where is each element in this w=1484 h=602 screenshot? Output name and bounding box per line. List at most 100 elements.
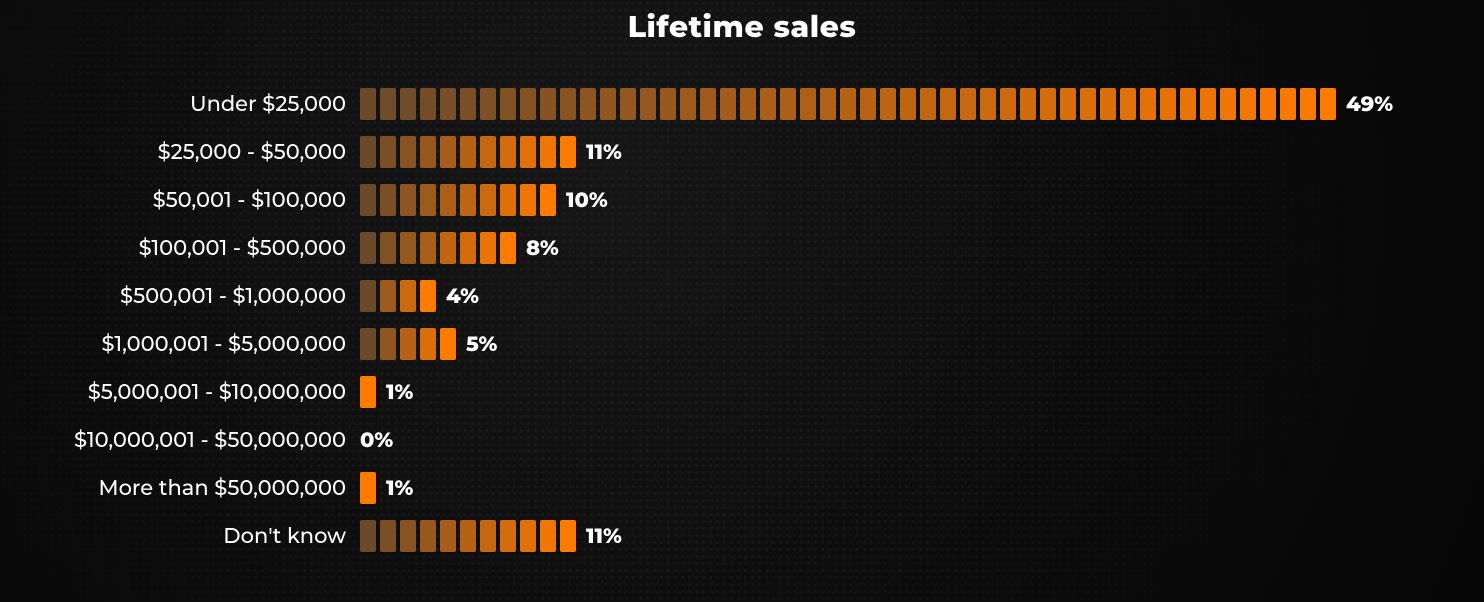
bar-segment: [920, 88, 936, 120]
bar-segment: [1220, 88, 1236, 120]
stage: Lifetime sales Under $25,000 49% $25,000 -…: [0, 0, 1484, 602]
bar-segment: [400, 520, 416, 552]
bar-segment: [840, 88, 856, 120]
bar-segment: [420, 232, 436, 264]
bar: [360, 328, 456, 360]
bar: [360, 184, 556, 216]
bar-segment: [400, 136, 416, 168]
lifetime-sales-bar-chart: Under $25,000 49% $25,000 - $50,000 11% $50,…: [0, 80, 1464, 560]
bar-segment: [360, 136, 376, 168]
bar-segment: [500, 520, 516, 552]
bar-segment: [440, 328, 456, 360]
bar-segment: [400, 328, 416, 360]
bar-segment: [760, 88, 776, 120]
bar-segment: [640, 88, 656, 120]
bar-segment: [600, 88, 616, 120]
bar-segment: [1040, 88, 1056, 120]
bar-segment: [540, 184, 556, 216]
bar-segment: [540, 88, 556, 120]
bar-segment: [560, 88, 576, 120]
bar-segment: [440, 184, 456, 216]
bar-segment: [460, 232, 476, 264]
chart-row: Under $25,000 49%: [0, 80, 1464, 128]
value-label: 11%: [586, 524, 622, 549]
chart-row: $5,000,001 - $10,000,0001%: [0, 368, 1464, 416]
bar-segment: [1200, 88, 1216, 120]
bar-segment: [500, 88, 516, 120]
bar-segment: [440, 232, 456, 264]
bar-segment: [660, 88, 676, 120]
bar-segment: [1160, 88, 1176, 120]
bar-segment: [360, 232, 376, 264]
bar-segment: [360, 184, 376, 216]
bar-segment: [860, 88, 876, 120]
bar-segment: [740, 88, 756, 120]
bar-segment: [460, 520, 476, 552]
value-label: 1%: [386, 476, 413, 501]
category-label: $100,001 - $500,000: [0, 236, 360, 261]
category-label: $1,000,001 - $5,000,000: [0, 332, 360, 357]
bar-segment: [420, 280, 436, 312]
bar-segment: [1060, 88, 1076, 120]
bar-segment: [540, 520, 556, 552]
bar-segment: [420, 88, 436, 120]
bar-segment: [380, 328, 396, 360]
bar-segment: [440, 88, 456, 120]
bar-segment: [780, 88, 796, 120]
chart-row: $1,000,001 - $5,000,0005%: [0, 320, 1464, 368]
bar: [360, 520, 576, 552]
category-label: $25,000 - $50,000: [0, 140, 360, 165]
bar-segment: [880, 88, 896, 120]
chart-row: Don't know 11%: [0, 512, 1464, 560]
bar-segment: [380, 280, 396, 312]
bar-segment: [380, 232, 396, 264]
bar-segment: [380, 136, 396, 168]
bar-segment: [960, 88, 976, 120]
bar-segment: [400, 280, 416, 312]
bar-segment: [1140, 88, 1156, 120]
bar-segment: [360, 328, 376, 360]
bar-segment: [1180, 88, 1196, 120]
bar-segment: [1000, 88, 1016, 120]
category-label: $500,001 - $1,000,000: [0, 284, 360, 309]
bar-segment: [420, 184, 436, 216]
bar: [360, 376, 376, 408]
bar-segment: [620, 88, 636, 120]
bar-segment: [580, 88, 596, 120]
bar-segment: [800, 88, 816, 120]
bar-segment: [1320, 88, 1336, 120]
value-label: 49%: [1346, 92, 1393, 117]
bar-segment: [480, 88, 496, 120]
bar-segment: [400, 88, 416, 120]
bar-segment: [720, 88, 736, 120]
bar-segment: [460, 136, 476, 168]
value-label: 10%: [566, 188, 608, 213]
bar-segment: [1080, 88, 1096, 120]
bar-segment: [520, 520, 536, 552]
bar-segment: [440, 520, 456, 552]
bar-segment: [440, 136, 456, 168]
bar: [360, 232, 516, 264]
bar-segment: [360, 376, 376, 408]
category-label: $50,001 - $100,000: [0, 188, 360, 213]
bar-segment: [480, 520, 496, 552]
bar-segment: [480, 136, 496, 168]
bar-segment: [420, 520, 436, 552]
bar-segment: [1100, 88, 1116, 120]
value-label: 11%: [586, 140, 622, 165]
category-label: Don't know: [0, 524, 360, 549]
bar-segment: [1120, 88, 1136, 120]
chart-title: Lifetime sales: [0, 8, 1484, 45]
bar-segment: [500, 184, 516, 216]
bar-segment: [400, 232, 416, 264]
value-label: 1%: [386, 380, 413, 405]
bar: [360, 88, 1336, 120]
category-label: Under $25,000: [0, 92, 360, 117]
chart-row: $25,000 - $50,000 11%: [0, 128, 1464, 176]
chart-row: $500,001 - $1,000,000 4%: [0, 272, 1464, 320]
bar-segment: [980, 88, 996, 120]
bar-segment: [380, 184, 396, 216]
bar-segment: [1300, 88, 1316, 120]
value-label: 4%: [446, 284, 479, 309]
bar: [360, 280, 436, 312]
